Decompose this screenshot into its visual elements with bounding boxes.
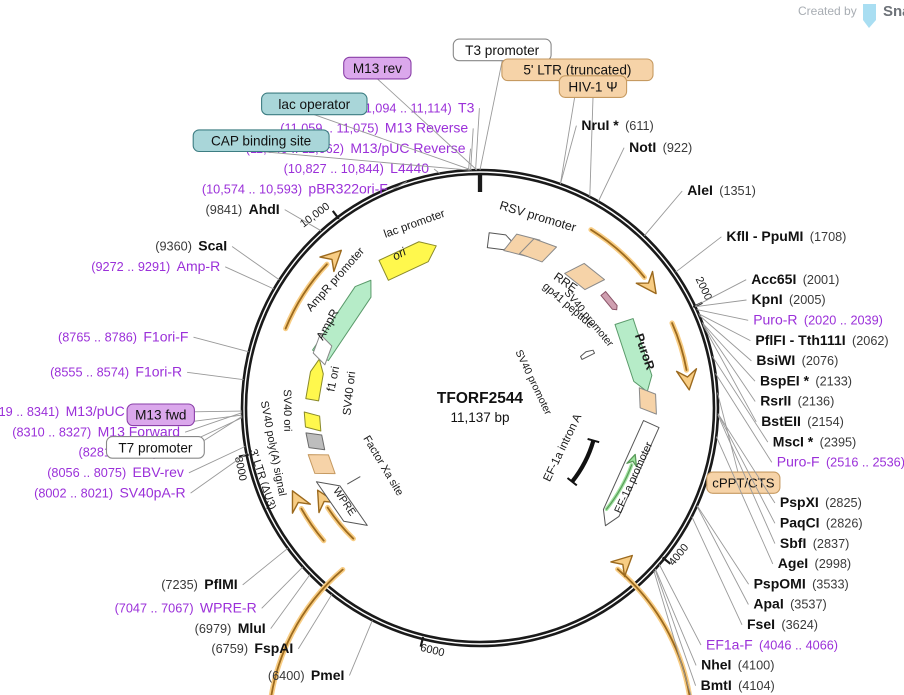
svg-text:11,137 bp: 11,137 bp — [450, 410, 509, 425]
svg-text:f1 ori: f1 ori — [325, 365, 342, 392]
svg-text:HIV-1 Ψ: HIV-1 Ψ — [568, 80, 617, 95]
svg-text:(7235) PflMI: (7235) PflMI — [161, 576, 237, 592]
svg-text:(9841) AhdI: (9841) AhdI — [206, 201, 280, 217]
svg-text:(6400) PmeI: (6400) PmeI — [268, 667, 345, 683]
svg-text:Acc65I (2001): Acc65I (2001) — [751, 271, 839, 287]
svg-text:(8002 .. 8021) SV40pA-R: (8002 .. 8021) SV40pA-R — [34, 484, 186, 500]
svg-text:PspXI (2825): PspXI (2825) — [780, 494, 862, 510]
svg-text:lac promoter: lac promoter — [382, 208, 446, 241]
svg-text:M13 fwd: M13 fwd — [135, 408, 186, 423]
svg-text:KpnI (2005): KpnI (2005) — [752, 291, 826, 307]
svg-text:SnapGene: SnapGene — [883, 3, 904, 20]
svg-text:M13 rev: M13 rev — [353, 61, 402, 76]
svg-text:(9272 .. 9291) Amp-R: (9272 .. 9291) Amp-R — [91, 258, 220, 274]
svg-text:PaqCI (2826): PaqCI (2826) — [780, 515, 863, 531]
svg-text:BspEI * (2133): BspEI * (2133) — [760, 372, 852, 388]
svg-text:lac operator: lac operator — [278, 97, 350, 112]
svg-text:ApaI (3537): ApaI (3537) — [753, 596, 826, 612]
svg-text:SV40 ori: SV40 ori — [281, 389, 294, 431]
svg-text:8000: 8000 — [232, 456, 249, 482]
svg-text:BsiWI (2076): BsiWI (2076) — [756, 352, 838, 368]
svg-text:(8056 .. 8075) EBV-rev: (8056 .. 8075) EBV-rev — [47, 464, 184, 480]
svg-text:RSV promoter: RSV promoter — [498, 198, 578, 234]
svg-text:Puro-R (2020 .. 2039): Puro-R (2020 .. 2039) — [753, 312, 883, 328]
svg-text:FseI (3624): FseI (3624) — [747, 616, 818, 632]
svg-text:6000: 6000 — [419, 642, 446, 660]
svg-text:Created by: Created by — [798, 4, 857, 18]
svg-text:EF1a-F (4046 .. 4066): EF1a-F (4046 .. 4066) — [706, 636, 838, 652]
svg-text:BstEII (2154): BstEII (2154) — [761, 413, 844, 429]
svg-text:(7047 .. 7067) WPRE-R: (7047 .. 7067) WPRE-R — [115, 600, 257, 616]
svg-text:NotI (922): NotI (922) — [629, 139, 692, 155]
svg-text:PspOMI (3533): PspOMI (3533) — [754, 575, 849, 591]
svg-text:SbfI (2837): SbfI (2837) — [780, 535, 849, 551]
svg-text:Factor Xa site: Factor Xa site — [360, 434, 405, 498]
svg-text:CAP binding site: CAP binding site — [211, 134, 311, 149]
svg-text:KflI - PpuMI (1708): KflI - PpuMI (1708) — [726, 228, 846, 244]
svg-text:PflFI - Tth111I (2062): PflFI - Tth111I (2062) — [755, 332, 888, 348]
svg-text:NheI (4100): NheI (4100) — [701, 657, 774, 673]
svg-text:BmtI (4104): BmtI (4104) — [701, 677, 775, 693]
svg-text:(10,574 .. 10,593) pBR322ori-F: (10,574 .. 10,593) pBR322ori-F — [202, 181, 388, 197]
svg-text:T3 promoter: T3 promoter — [465, 43, 540, 58]
svg-text:AgeI (2998): AgeI (2998) — [778, 555, 851, 571]
svg-text:(6759) FspAI: (6759) FspAI — [211, 640, 293, 656]
svg-text:(8765 .. 8786) F1ori-F: (8765 .. 8786) F1ori-F — [58, 328, 188, 344]
svg-text:Puro-F (2516 .. 2536): Puro-F (2516 .. 2536) — [777, 454, 904, 470]
svg-text:T7 promoter: T7 promoter — [118, 440, 193, 455]
svg-text:RsrII (2136): RsrII (2136) — [760, 393, 834, 409]
svg-text:AleI (1351): AleI (1351) — [687, 182, 756, 198]
svg-text:(10,827 .. 10,844) L4440: (10,827 .. 10,844) L4440 — [284, 160, 430, 176]
svg-text:TFORF2544: TFORF2544 — [437, 390, 524, 407]
svg-text:(8555 .. 8574) F1ori-R: (8555 .. 8574) F1ori-R — [50, 364, 182, 380]
svg-text:(6979) MluI: (6979) MluI — [195, 620, 266, 636]
svg-text:SV40 ori: SV40 ori — [341, 371, 358, 416]
svg-text:MscI * (2395): MscI * (2395) — [773, 433, 857, 449]
svg-text:(9360) ScaI: (9360) ScaI — [155, 238, 227, 254]
